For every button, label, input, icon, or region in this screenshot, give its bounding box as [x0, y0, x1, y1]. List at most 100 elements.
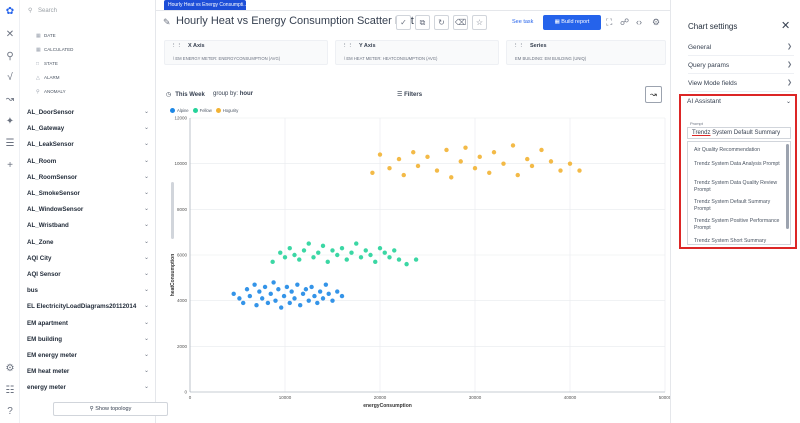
explore-icon[interactable]: ⚲ [6, 51, 14, 62]
prompt-label: Prompt [690, 121, 703, 126]
prompt-option[interactable]: Trendz System Positive Performance Promp… [694, 218, 780, 231]
chart-line-icon[interactable]: ↝ [5, 94, 15, 105]
chevron-down-icon: ⌄ [143, 222, 149, 229]
series-field[interactable]: ⋮⋮ Series EM BUILDING: EM BUILDING (UNIQ) [506, 40, 666, 65]
tree-node[interactable]: AL_LeakSensor ⌄ [27, 139, 149, 150]
tree-node[interactable]: AL_SmokeSensor ⌄ [27, 188, 149, 199]
copy-icon[interactable]: ⧉ [415, 15, 430, 30]
data-point-alpine [303, 287, 309, 292]
chevron-down-icon: ⌄ [143, 238, 149, 245]
sliders-icon[interactable]: ☷ [5, 385, 15, 396]
tree-node[interactable]: AL_Gateway ⌄ [27, 123, 149, 134]
prompt-option[interactable]: Trendz System Data Analysis Prompt [694, 161, 780, 167]
settings-icon[interactable]: ⚙ [5, 363, 15, 374]
fullscreen-icon[interactable]: ⛶ [606, 17, 613, 27]
tree-node[interactable]: AL_Zone ⌄ [27, 237, 149, 248]
star-icon[interactable]: ☆ [472, 15, 487, 30]
filters-button[interactable]: ☰ Filters [397, 91, 422, 98]
chart-type-button[interactable]: ↝ [645, 86, 662, 103]
settings-general[interactable]: General ❯ [688, 39, 794, 56]
tree-node[interactable]: AL_DoorSensor ⌄ [27, 107, 149, 118]
group-by-selector[interactable]: group by: hour [213, 91, 253, 97]
data-point-fellow [292, 252, 297, 258]
metrics-icon[interactable]: √ [7, 72, 13, 83]
chevron-down-icon: ⌄ [143, 335, 149, 342]
tree-node[interactable]: EM building ⌄ [27, 334, 149, 345]
prompt-option[interactable]: Trendz System Default Summary Prompt [694, 199, 771, 212]
edit-title-icon[interactable]: ✎ [163, 17, 171, 27]
data-point-fellow [297, 257, 302, 262]
tree-node[interactable]: AQI Sensor ⌄ [27, 269, 149, 280]
tab-scatter-plot[interactable]: Hourly Heat vs Energy Consumpti... [164, 0, 246, 10]
see-task-link[interactable]: See task [512, 19, 534, 25]
tree-node[interactable]: AL_RoomSensor ⌄ [27, 172, 149, 183]
prompt-list-scrollbar[interactable] [786, 144, 789, 229]
share-icon[interactable]: ☍ [620, 17, 630, 27]
tree-node[interactable]: AL_Wristband ⌄ [27, 220, 149, 231]
legend-label[interactable]: Hogurity [222, 108, 239, 113]
drag-icon[interactable]: ⋮⋮ [513, 43, 524, 49]
data-point-alpine [300, 291, 306, 297]
prompt-select[interactable]: Trendz System Default Summary [687, 127, 791, 139]
close-icon[interactable]: ✕ [5, 29, 15, 40]
tree-node[interactable]: bus ⌄ [27, 285, 149, 296]
prompt-selected-rest: System Default Summary [710, 130, 781, 136]
delete-icon[interactable]: ⌫ [453, 15, 468, 30]
drag-icon[interactable]: ⋮⋮ [342, 43, 353, 49]
tree-node[interactable]: EM heat meter ⌄ [27, 366, 149, 377]
show-topology-button[interactable]: ⚲ Show topology [53, 402, 168, 416]
code-icon[interactable]: ‹› [636, 17, 642, 27]
data-point-hogurity [558, 168, 563, 173]
settings-view-mode-fields[interactable]: View Mode fields ❯ [688, 75, 794, 92]
tree-sub-date[interactable]: ▦ DATE [36, 32, 56, 40]
legend-label[interactable]: Alpine [177, 108, 189, 113]
data-point-alpine [292, 296, 297, 301]
data-point-alpine [287, 300, 292, 306]
tree-node[interactable]: EL ElectricityLoadDiagrams20112014 ⌄ [27, 301, 149, 312]
chevron-down-icon: ⌄ [143, 303, 149, 310]
data-point-alpine [326, 291, 331, 297]
x-axis-field[interactable]: ⋮⋮ X Axis \ EM ENERGY METER: ENERGYCONSUM… [164, 40, 328, 65]
logo-icon[interactable]: ✿ [5, 6, 15, 17]
prompt-option[interactable]: Air Quality Recommendation [694, 147, 761, 153]
period-selector[interactable]: ◷ This Week [166, 91, 205, 98]
tree-sub-label: ALARM [44, 75, 60, 80]
y-axis-field[interactable]: ⋮⋮ Y Axis \ EM HEAT METER: HEATCONSUMPTIO… [335, 40, 499, 65]
prompt-option[interactable]: Trendz System Short Summary [694, 238, 767, 244]
tree-sub-calculated[interactable]: ▦ CALCULATED [36, 46, 73, 54]
data-point-fellow [287, 245, 292, 251]
gear-icon[interactable]: ⚙ [652, 17, 661, 27]
tree-node[interactable]: AQI City ⌄ [27, 253, 149, 264]
data-point-fellow [354, 241, 359, 246]
check-icon[interactable]: ✓ [396, 15, 411, 30]
tree-sub-anomaly[interactable]: ⚲ ANOMALY [36, 88, 66, 96]
ai-icon[interactable]: ✦ [5, 116, 15, 127]
tree-node[interactable]: AL_WindowSensor ⌄ [27, 204, 149, 215]
close-icon[interactable]: ✕ [781, 20, 791, 32]
tree-node[interactable]: EM apartment ⌄ [27, 318, 149, 329]
settings-item-label: Query params [688, 62, 730, 69]
tree-node[interactable]: AL_Room ⌄ [27, 156, 149, 167]
drag-icon[interactable]: ⋮⋮ [171, 43, 182, 49]
calc-icon: ▦ [36, 47, 41, 53]
data-point-fellow [363, 248, 368, 253]
ai-assistant-header[interactable]: AI Assistant ⌄ [687, 98, 791, 105]
help-icon[interactable]: ? [7, 406, 13, 417]
tree-sub-alarm[interactable]: △ ALARM [36, 74, 60, 82]
settings-query-params[interactable]: Query params ❯ [688, 57, 794, 74]
tree-node-label: AL_Wristband [27, 222, 69, 230]
menu-icon[interactable]: ☰ [5, 138, 15, 149]
build-report-button[interactable]: ▦ Build report [543, 15, 601, 30]
tree-node[interactable]: energy meter ⌄ [27, 382, 149, 393]
tree-scrollbar[interactable] [171, 182, 174, 239]
data-point-fellow [270, 259, 275, 265]
tree-sub-label: ANOMALY [44, 89, 66, 94]
tree-node[interactable]: EM energy meter ⌄ [27, 350, 149, 361]
tree-search-input[interactable]: ⚲ Search [28, 4, 148, 18]
tree-sub-state[interactable]: □ STATE [36, 60, 58, 68]
prompt-option[interactable]: Trendz System Data Quality Review Prompt [694, 180, 778, 193]
add-icon[interactable]: + [7, 160, 13, 171]
refresh-icon[interactable]: ↻ [434, 15, 449, 30]
legend-label[interactable]: Fellow [199, 108, 212, 113]
data-point-fellow [282, 255, 288, 260]
